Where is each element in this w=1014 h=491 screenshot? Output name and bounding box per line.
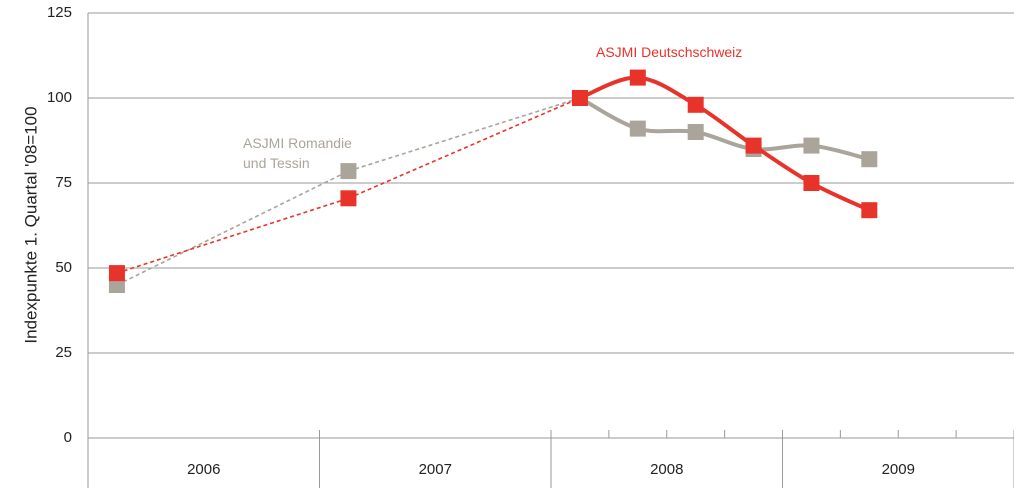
marker: [687, 124, 704, 140]
marker: [108, 265, 125, 282]
y-tick-label: 100: [47, 89, 72, 106]
series-line: [578, 96, 870, 162]
x-tick-label: 2007: [419, 461, 452, 478]
y-tick-label: 50: [55, 259, 72, 276]
marker: [340, 163, 357, 180]
y-tick-label: 125: [47, 4, 72, 21]
x-tick-label: 2009: [882, 461, 915, 478]
marker: [629, 69, 646, 86]
x-tick-label: 2006: [187, 461, 220, 478]
marker: [687, 96, 704, 113]
series-line-dashed: [116, 170, 349, 286]
series-line-dashed: [348, 97, 581, 172]
x-tick-label: 2008: [650, 461, 683, 478]
series-line-dashed: [116, 197, 349, 274]
marker: [571, 90, 588, 106]
marker: [629, 120, 646, 137]
series-line: [579, 75, 871, 213]
y-tick-label: 25: [55, 344, 72, 361]
marker: [340, 190, 357, 207]
series-label: ASJMI Deutschschweiz: [596, 44, 743, 60]
y-axis-label: Indexpunkte 1. Quartal '08=100: [21, 106, 40, 343]
y-tick-label: 75: [55, 174, 72, 191]
marker: [861, 202, 878, 219]
marker: [861, 151, 878, 168]
series-label: ASJMI Romandie und Tessin: [243, 135, 352, 171]
y-tick-label: 0: [64, 429, 72, 446]
marker: [803, 175, 820, 191]
marker: [803, 137, 820, 154]
series-line-dashed: [348, 97, 581, 200]
marker: [745, 137, 762, 154]
